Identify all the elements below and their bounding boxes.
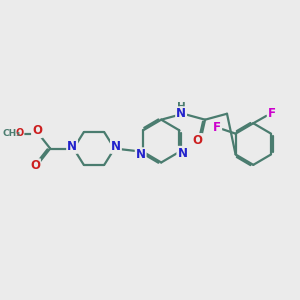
Text: O: O bbox=[32, 124, 42, 137]
Text: CH₃: CH₃ bbox=[2, 129, 21, 138]
Text: N: N bbox=[67, 140, 77, 153]
Text: F: F bbox=[213, 121, 221, 134]
Text: N: N bbox=[136, 148, 146, 161]
Text: N: N bbox=[176, 107, 186, 120]
Text: O: O bbox=[30, 159, 40, 172]
Text: N: N bbox=[111, 140, 121, 153]
Text: O: O bbox=[192, 134, 202, 147]
Text: F: F bbox=[268, 107, 276, 120]
Text: O: O bbox=[15, 128, 24, 138]
Text: H: H bbox=[177, 102, 185, 112]
Text: N: N bbox=[177, 147, 188, 160]
